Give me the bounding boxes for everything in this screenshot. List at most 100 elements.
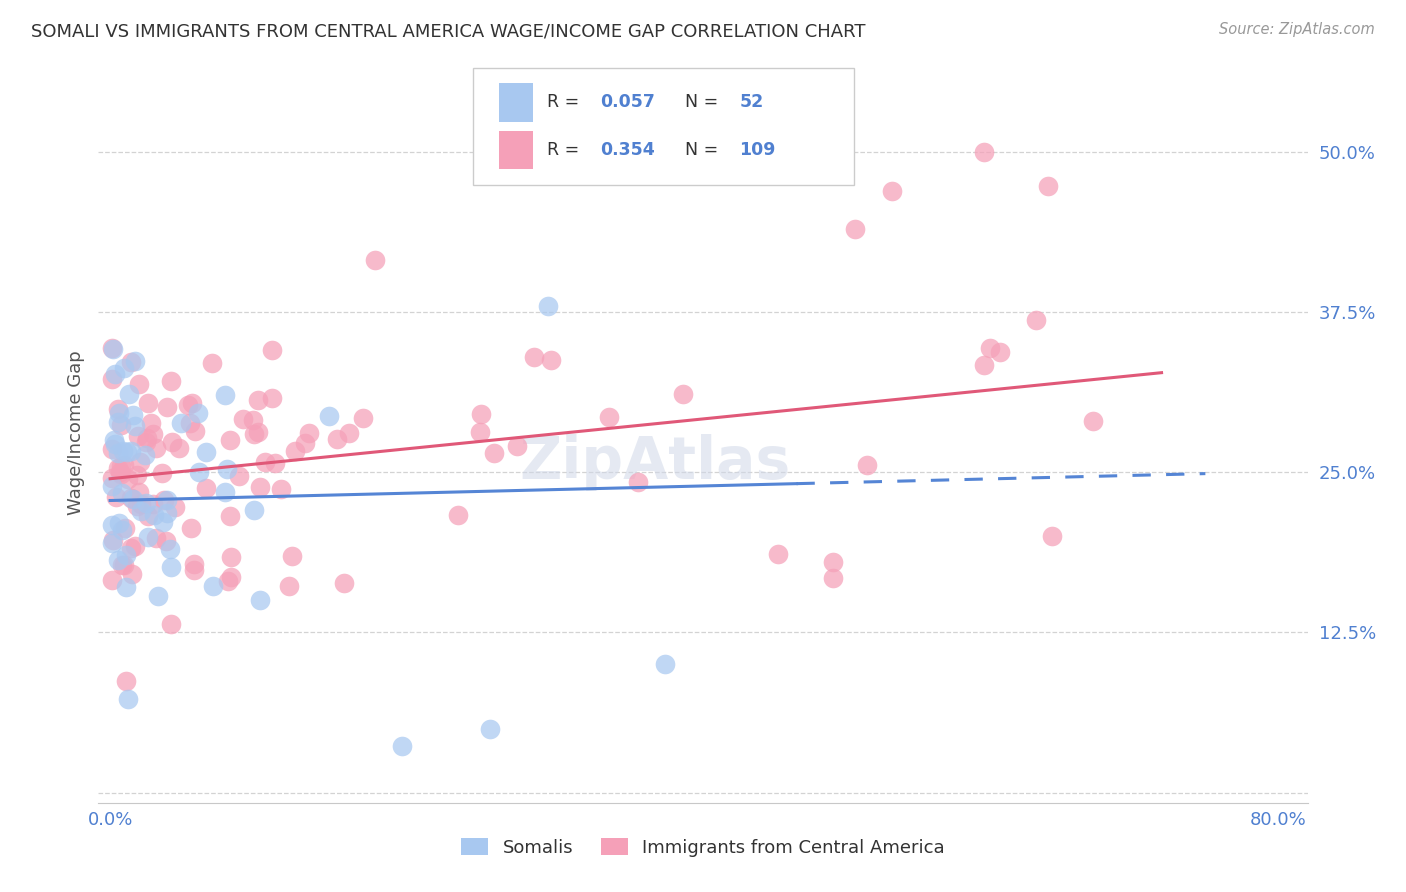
Point bbox=[120, 491, 142, 505]
Point bbox=[138, 530, 160, 544]
Text: N =: N = bbox=[685, 94, 724, 112]
Point bbox=[183, 563, 205, 577]
Point bbox=[145, 531, 167, 545]
Point bbox=[882, 184, 904, 198]
Point bbox=[134, 448, 156, 462]
Point bbox=[107, 402, 129, 417]
Point bbox=[122, 408, 145, 422]
Point bbox=[159, 541, 181, 556]
Point bbox=[1040, 529, 1063, 543]
Point bbox=[129, 497, 152, 511]
Point bbox=[598, 410, 620, 425]
Point bbox=[200, 356, 222, 370]
Point bbox=[111, 486, 134, 500]
Point bbox=[103, 433, 125, 447]
Point bbox=[155, 533, 177, 548]
Point bbox=[219, 433, 242, 447]
Point bbox=[262, 343, 284, 357]
Point bbox=[363, 252, 385, 267]
Text: R =: R = bbox=[547, 141, 585, 159]
Point bbox=[284, 443, 307, 458]
Point bbox=[202, 579, 225, 593]
Point bbox=[167, 442, 190, 456]
Point bbox=[482, 445, 505, 459]
Point bbox=[111, 523, 134, 537]
Point bbox=[228, 469, 250, 483]
Point bbox=[337, 425, 360, 440]
Point bbox=[136, 508, 159, 523]
Point bbox=[180, 520, 202, 534]
Point bbox=[654, 657, 676, 672]
Point bbox=[249, 479, 271, 493]
Point bbox=[523, 350, 546, 364]
Point bbox=[1025, 313, 1047, 327]
Point bbox=[136, 396, 159, 410]
Point bbox=[120, 355, 142, 369]
Point bbox=[165, 500, 187, 514]
Point bbox=[214, 485, 236, 500]
Point bbox=[194, 481, 217, 495]
Point bbox=[128, 376, 150, 391]
Point bbox=[247, 392, 270, 407]
Point bbox=[101, 471, 124, 485]
Point bbox=[391, 739, 413, 754]
Point bbox=[187, 406, 209, 420]
Point bbox=[242, 413, 264, 427]
Point bbox=[142, 426, 165, 441]
Point bbox=[146, 589, 169, 603]
Point bbox=[177, 398, 200, 412]
Point bbox=[823, 571, 845, 585]
Point bbox=[115, 580, 138, 594]
Point bbox=[112, 458, 135, 472]
Point bbox=[162, 435, 184, 450]
Point bbox=[118, 386, 141, 401]
Point bbox=[537, 299, 560, 313]
Text: 0.354: 0.354 bbox=[600, 141, 655, 159]
Point bbox=[844, 222, 866, 236]
Point bbox=[108, 407, 131, 421]
Point bbox=[120, 541, 142, 556]
Point bbox=[100, 371, 122, 385]
Point bbox=[294, 436, 316, 450]
Point bbox=[470, 408, 492, 422]
Point bbox=[114, 520, 136, 534]
Point bbox=[125, 468, 148, 483]
Point bbox=[506, 439, 529, 453]
Point bbox=[108, 465, 131, 479]
Point bbox=[100, 518, 122, 533]
Y-axis label: Wage/Income Gap: Wage/Income Gap bbox=[66, 351, 84, 515]
Point bbox=[214, 388, 236, 402]
Point bbox=[242, 427, 264, 442]
Point bbox=[318, 409, 340, 423]
Text: 109: 109 bbox=[740, 141, 776, 159]
Point bbox=[128, 455, 150, 469]
Point bbox=[152, 515, 174, 529]
Point bbox=[112, 360, 135, 375]
Point bbox=[107, 446, 129, 460]
Point bbox=[249, 592, 271, 607]
Point bbox=[672, 387, 695, 401]
Bar bbox=[499, 83, 533, 121]
Point bbox=[156, 401, 179, 415]
Point bbox=[263, 456, 285, 470]
Text: R =: R = bbox=[547, 94, 585, 112]
Point bbox=[540, 353, 562, 368]
Point bbox=[298, 425, 321, 440]
Point bbox=[468, 425, 491, 439]
Point bbox=[973, 145, 995, 160]
Point bbox=[143, 508, 166, 522]
Point bbox=[180, 396, 202, 410]
Point bbox=[100, 573, 122, 587]
Text: N =: N = bbox=[685, 141, 724, 159]
Point bbox=[159, 616, 181, 631]
FancyBboxPatch shape bbox=[474, 68, 855, 185]
Text: 52: 52 bbox=[740, 94, 763, 112]
Point bbox=[135, 496, 157, 510]
Point bbox=[188, 466, 211, 480]
Point bbox=[110, 467, 132, 481]
Point bbox=[153, 493, 176, 508]
Point bbox=[145, 441, 167, 455]
Point bbox=[179, 416, 201, 430]
Point bbox=[107, 461, 129, 475]
Text: Source: ZipAtlas.com: Source: ZipAtlas.com bbox=[1219, 22, 1375, 37]
